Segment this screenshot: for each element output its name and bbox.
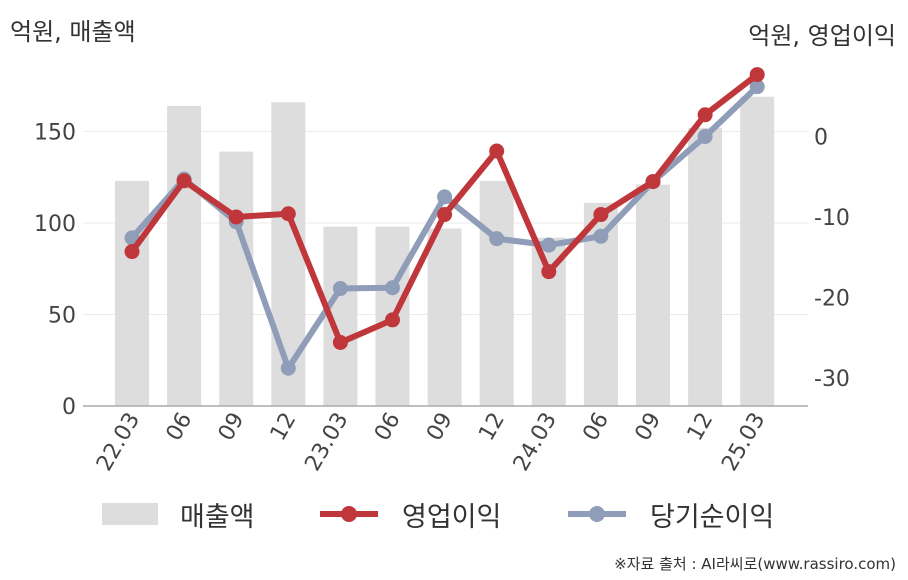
right-axis-unit-label: 억원, 영업이익: [748, 22, 896, 50]
left-tick-label: 0: [62, 395, 76, 420]
legend-item-operating-profit: 영업이익: [318, 492, 501, 536]
net-income-point-9: [593, 228, 609, 244]
right-tick-label: -10: [814, 206, 850, 231]
sales-bar-1: [167, 105, 202, 406]
operating-profit-point-3: [280, 206, 296, 222]
left-tick-label: 50: [48, 304, 76, 329]
net-income-point-7: [489, 231, 505, 247]
legend: 매출액 영업이익 당기순이익: [0, 492, 908, 536]
legend-label-operating-profit: 영업이익: [402, 501, 502, 533]
x-tick-label: 06: [162, 409, 198, 446]
x-tick-label: 06: [578, 409, 614, 446]
x-tick-label: 12: [266, 409, 302, 446]
operating-profit-point-7: [489, 143, 505, 159]
x-tick-label: 24.03: [509, 409, 562, 476]
legend-label-net-income: 당기순이익: [650, 501, 775, 533]
right-tick-label: -20: [814, 286, 850, 311]
x-tick-label: 23.03: [300, 409, 353, 476]
x-tick-label: 09: [631, 409, 667, 446]
sales-bar-12: [740, 96, 775, 406]
source-note: ※자료 출처 : AI라씨로(www.rassiro.com): [614, 555, 896, 573]
sales-bar-7: [479, 180, 514, 406]
sales-bars: [115, 96, 775, 406]
legend-item-sales: 매출액: [102, 492, 255, 536]
x-tick-label: 25.03: [717, 409, 770, 476]
sales-bar-10: [636, 184, 670, 406]
legend-label-sales: 매출액: [180, 501, 255, 533]
sales-bar-0: [115, 180, 149, 406]
right-tick-label: -30: [814, 367, 850, 392]
x-tick-label: 06: [370, 409, 406, 446]
left-axis-unit-label: 억원, 매출액: [10, 18, 136, 46]
net-income-point-12: [749, 79, 765, 95]
left-tick-label: 100: [34, 212, 76, 237]
right-tick-label: 0: [814, 126, 828, 151]
x-tick-label: 22.03: [92, 409, 145, 476]
legend-swatch-net-income: [568, 506, 626, 522]
operating-profit-point-6: [437, 207, 453, 223]
x-tick-label: 09: [214, 409, 250, 446]
legend-swatch-sales: [102, 503, 158, 525]
legend-swatch-operating-profit: [320, 506, 378, 522]
net-income-point-11: [697, 129, 713, 145]
operating-profit-point-5: [385, 312, 400, 328]
net-income-point-5: [385, 280, 400, 296]
net-income-point-3: [280, 360, 296, 376]
sales-bar-2: [219, 151, 254, 406]
operating-profit-point-0: [124, 244, 140, 260]
x-tick-label: 12: [474, 409, 510, 446]
legend-item-net-income: 당기순이익: [566, 492, 774, 536]
operating-profit-point-11: [697, 107, 713, 123]
right-y-axis-ticks: 0 -10 -20 -30: [814, 126, 850, 392]
left-tick-label: 150: [34, 121, 76, 146]
operating-profit-point-1: [176, 173, 192, 189]
left-y-axis-ticks: 0 50 100 150: [34, 121, 76, 421]
operating-profit-point-12: [749, 67, 765, 83]
operating-profit-point-9: [593, 207, 609, 223]
net-income-point-6: [437, 189, 453, 205]
operating-profit-point-8: [541, 264, 557, 280]
net-income-point-4: [332, 281, 348, 297]
x-tick-label: 12: [683, 409, 719, 446]
operating-profit-point-2: [228, 209, 244, 225]
operating-profit-point-10: [645, 174, 661, 190]
operating-profit-point-4: [332, 334, 348, 350]
sales-bar-11: [688, 127, 723, 406]
sales-bar-6: [427, 228, 462, 406]
x-tick-label: 09: [422, 409, 458, 446]
net-income-point-8: [541, 237, 557, 253]
line-series: [124, 67, 765, 376]
